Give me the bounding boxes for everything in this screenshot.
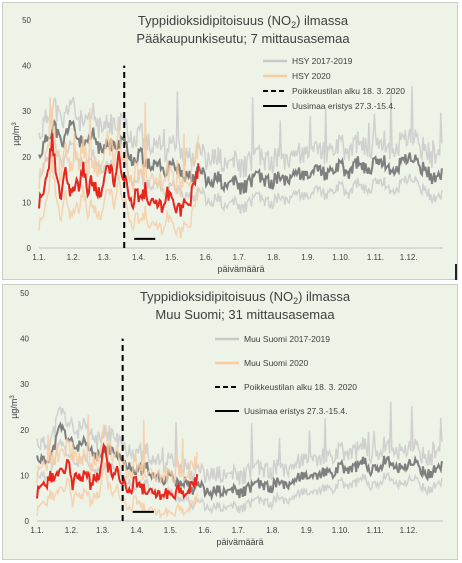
divider-mark [455,264,457,280]
legend-label: Muu Suomi 2020 [244,358,309,368]
y-tick-label: 20 [22,153,31,162]
x-tick-label: 1.8. [266,526,279,535]
x-tick-label: 1.12. [400,253,418,262]
x-tick-label: 1.6. [199,253,212,262]
chart-title: Typpidioksidipitoisuus (NO2) ilmassa [138,13,349,30]
x-tick-label: 1.2. [65,526,78,535]
legend-label: HSY 2020 [292,71,331,81]
x-tick-label: 1.1. [30,526,43,535]
x-tick-label: 1.8. [267,253,280,262]
series-2020-line [36,442,199,501]
y-axis-label: µg/m3 [11,122,21,146]
y-tick-label: 0 [27,244,32,253]
series-2020-band-lower [38,156,200,239]
series-2020-band-upper [38,97,200,198]
x-axis-label: päivämäärä [217,264,264,274]
legend-label: Uusimaa eristys 27.3.-15.4. [244,406,347,416]
chart-bottom: Typpidioksidipitoisuus (NO2) ilmassaMuu … [9,289,443,547]
y-tick-label: 30 [20,380,29,389]
series-2020-band-upper [36,414,198,484]
x-tick-label: 1.9. [301,526,314,535]
y-tick-label: 30 [22,107,31,116]
x-tick-label: 1.4. [132,253,145,262]
y-tick-label: 10 [20,471,29,480]
chart-panel-bottom: Typpidioksidipitoisuus (NO2) ilmassa Muu … [2,284,458,560]
x-axis-label: päivämäärä [216,537,263,547]
y-axis-label: µg/m3 [9,395,19,419]
chart-top: Typpidioksidipitoisuus (NO2) ilmassaPääk… [11,13,443,274]
chart-subtitle: Muu Suomi; 31 mittausasemaa [155,307,335,322]
x-tick-label: 1.5. [165,253,178,262]
series-2020-band-lower [36,461,198,518]
series-baseline-band-lower [38,140,443,215]
y-tick-label: 20 [20,426,29,435]
x-tick-label: 1.12. [400,526,418,535]
x-tick-label: 1.11. [367,253,384,262]
legend-label: Poikkeustilan alku 18. 3. 2020 [244,382,357,392]
x-tick-label: 1.10. [332,526,350,535]
series-2020-line [38,133,200,217]
x-tick-label: 1.3. [98,253,111,262]
legend-label: HSY 2017-2019 [292,56,353,66]
y-tick-label: 40 [20,335,29,344]
x-tick-label: 1.5. [164,526,177,535]
y-tick-label: 50 [20,289,29,298]
chart-subtitle: Pääkaupunkiseutu; 7 mittausasemaa [136,31,350,46]
legend-label: Muu Suomi 2017-2019 [244,334,330,344]
y-tick-label: 10 [22,198,31,207]
series-baseline-band-upper [38,86,443,178]
y-tick-label: 0 [25,517,30,526]
x-tick-label: 1.1. [32,253,45,262]
legend-label: Poikkeustilan alku 18. 3. 2020 [292,86,405,96]
x-tick-label: 1.10. [332,253,350,262]
y-tick-label: 50 [22,16,31,25]
y-tick-label: 40 [22,62,31,71]
x-tick-label: 1.11. [367,526,384,535]
x-tick-label: 1.3. [96,526,109,535]
x-tick-label: 1.7. [232,526,245,535]
series-baseline-band-upper [36,401,443,486]
legend-label: Uusimaa eristys 27.3.-15.4. [292,101,395,111]
x-tick-label: 1.7. [233,253,246,262]
chart-title: Typpidioksidipitoisuus (NO2) ilmassa [140,289,351,306]
chart-panel-top: Typpidioksidipitoisuus (NO2) ilmassa Pääk… [2,2,458,280]
x-tick-label: 1.4. [130,526,143,535]
x-tick-label: 1.9. [301,253,314,262]
x-tick-label: 1.2. [67,253,80,262]
x-tick-label: 1.6. [198,526,211,535]
